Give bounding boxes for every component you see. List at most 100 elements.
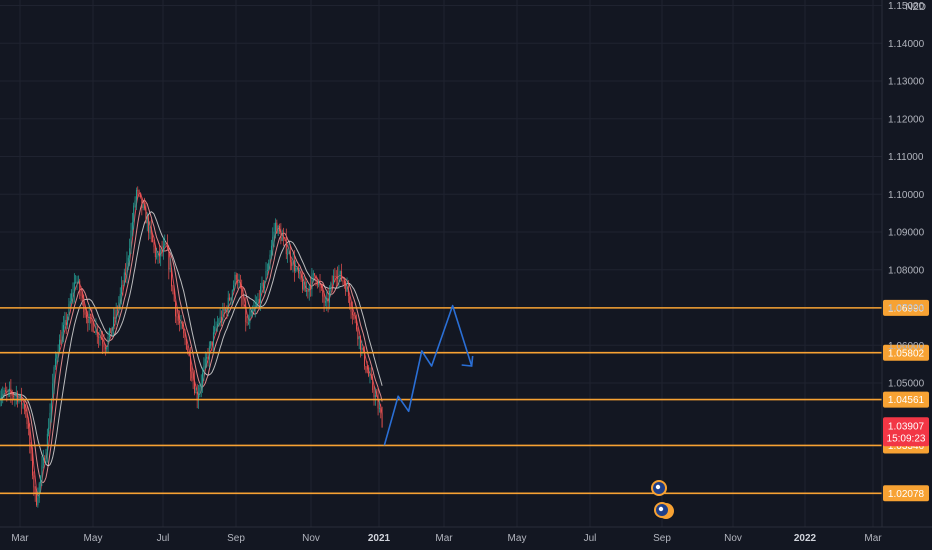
candle-body	[292, 259, 294, 266]
candle-body	[107, 336, 109, 348]
candle-body	[280, 231, 282, 242]
candle-body	[56, 354, 58, 359]
candle-body	[110, 328, 112, 334]
candle-body	[256, 302, 258, 306]
candle-body	[100, 337, 102, 340]
candle-body	[169, 268, 171, 270]
candle-body	[6, 391, 8, 393]
candle-body	[226, 308, 228, 313]
candle-body	[337, 276, 339, 279]
candle-body	[303, 281, 305, 290]
candle-body	[293, 259, 295, 272]
time-tick-label: May	[508, 533, 527, 544]
candle-body	[160, 249, 162, 257]
candle-body	[130, 230, 132, 249]
candle-body	[92, 322, 94, 332]
level-badge-bg	[883, 299, 929, 316]
horizontal-levels[interactable]: 1.06990 1.05802 1.04561 1.03346 1.02078	[0, 299, 929, 502]
candle-body	[304, 281, 306, 292]
candle-body	[122, 285, 124, 287]
candle-body	[13, 396, 15, 397]
candle-body	[145, 208, 147, 224]
candle-body	[262, 282, 264, 289]
candle-body	[144, 205, 145, 209]
candle-body	[249, 316, 251, 323]
candle-body	[188, 352, 190, 356]
candle-body	[198, 394, 199, 401]
candle-body	[235, 274, 237, 280]
time-axis[interactable]: Mar May Jul Sep Nov 2021 Mar May Jul Sep Nov 2022 Ma…	[0, 526, 932, 544]
candle-body	[250, 311, 252, 317]
candle-body	[142, 205, 144, 208]
candle-body	[199, 387, 201, 395]
candle-body	[95, 328, 97, 333]
candle-body	[195, 392, 197, 394]
candle-body	[152, 234, 154, 243]
candle-body	[133, 205, 135, 223]
candle-body	[222, 308, 224, 321]
candle-body	[88, 313, 90, 323]
candle-body	[80, 292, 82, 296]
candle-body	[335, 275, 337, 277]
candle-body	[327, 298, 329, 303]
time-tick-label: Mar	[435, 533, 453, 544]
event-markers[interactable]	[651, 480, 674, 519]
candle-body	[285, 239, 287, 255]
candle-body	[218, 323, 220, 325]
candle-body	[234, 274, 236, 286]
candle-body	[42, 457, 44, 466]
candle-body	[103, 343, 105, 347]
candle-body	[320, 285, 322, 288]
candle-body	[245, 306, 247, 322]
currency-label: NZD	[905, 2, 926, 13]
candle-body	[311, 275, 313, 290]
economic-event-flag-icon[interactable]	[654, 502, 674, 519]
candle-body	[312, 273, 314, 276]
candle-body	[3, 390, 5, 394]
economic-event-flag-icon[interactable]	[651, 480, 667, 496]
candle-body	[296, 267, 298, 269]
candle-body	[72, 292, 74, 294]
projection-line[interactable]	[383, 304, 473, 446]
candle-body	[299, 272, 301, 274]
candle-body	[153, 242, 155, 248]
candle-body	[329, 291, 330, 303]
candle-body	[162, 245, 164, 253]
candle-body	[315, 275, 317, 281]
candle-body	[300, 272, 302, 281]
candle-body	[326, 298, 328, 302]
candle-body	[118, 302, 120, 310]
candle-body	[376, 394, 378, 397]
candle-body	[68, 303, 70, 317]
candle-body	[108, 328, 110, 337]
price-tick-label: 1.13000	[888, 77, 925, 88]
candle-body	[233, 285, 235, 291]
candle-body	[36, 493, 37, 506]
candle-body	[316, 280, 318, 285]
projection-path[interactable]	[383, 304, 474, 446]
bar-countdown-label: 15:09:23	[887, 433, 926, 444]
candle-body	[237, 279, 239, 283]
candle-body	[308, 286, 310, 292]
candle-body	[48, 427, 50, 434]
candle-body	[179, 320, 181, 324]
candle-body	[46, 433, 48, 456]
candle-body	[77, 280, 79, 282]
candle-body	[106, 347, 108, 350]
current-price-badge-bg	[883, 417, 929, 447]
candle-body	[354, 315, 356, 319]
candle-body	[203, 365, 205, 373]
candle-body	[380, 408, 382, 413]
candle-body	[241, 287, 243, 298]
price-axis[interactable]: 1.15000 1.14000 1.13000 1.12000 1.11000 1.100…	[881, 0, 929, 527]
candle-body	[270, 245, 272, 255]
candle-body	[148, 218, 150, 233]
current-price-label: 1.03907	[888, 421, 925, 432]
candle-body	[272, 236, 274, 246]
candle-body	[211, 341, 213, 346]
candle-body	[22, 404, 24, 406]
candle-body	[184, 333, 186, 340]
candle-body	[81, 295, 83, 298]
